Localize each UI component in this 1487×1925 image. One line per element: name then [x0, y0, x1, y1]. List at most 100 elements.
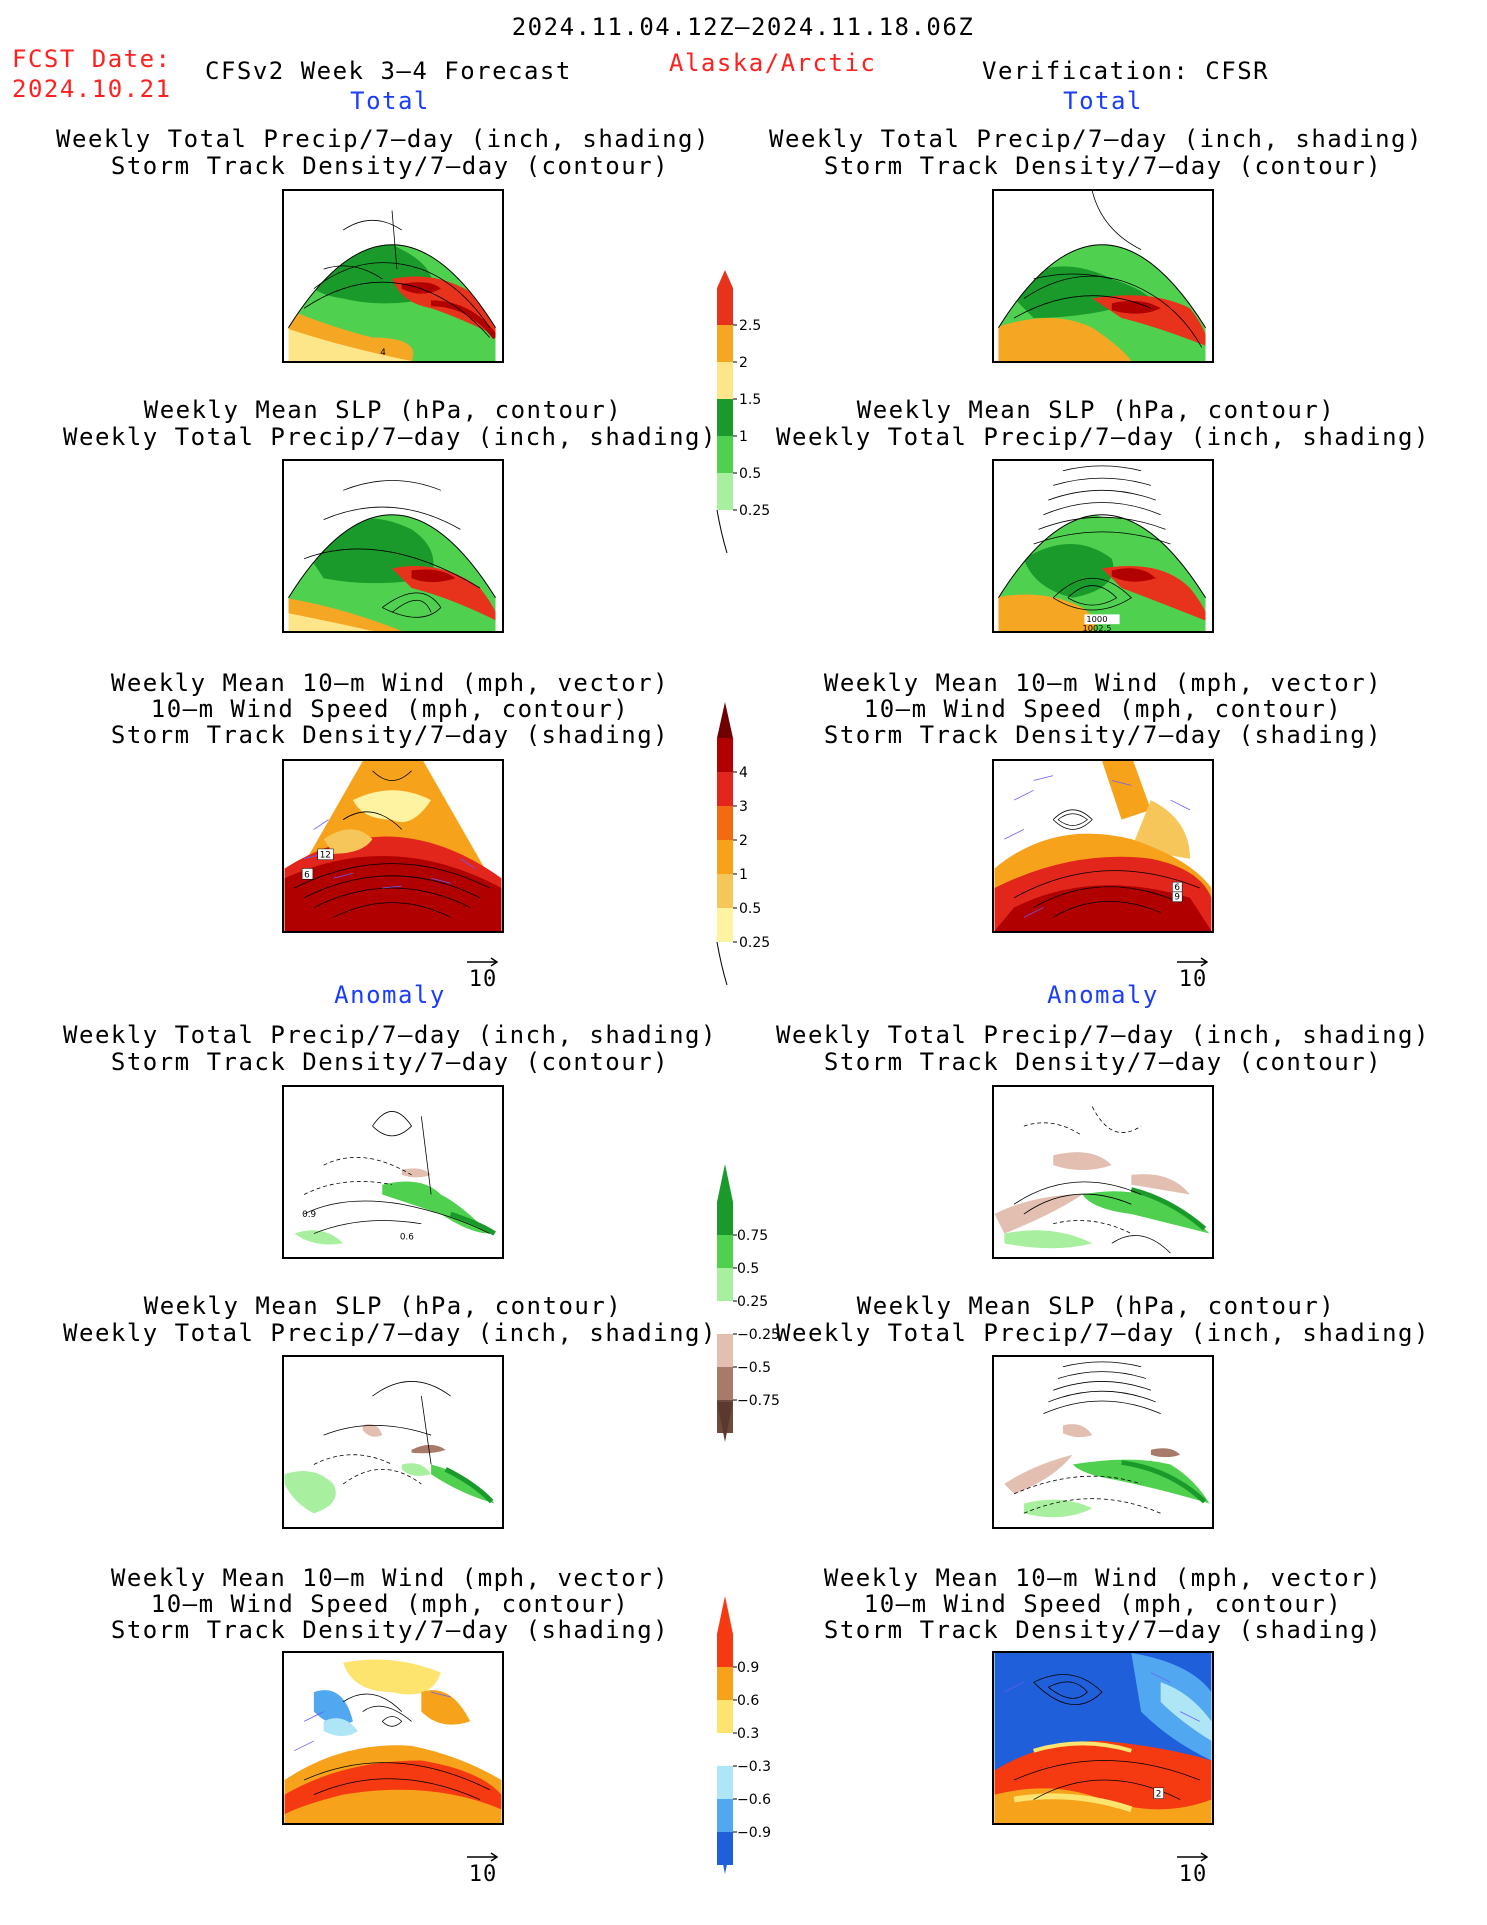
colorbar-cap-bottom	[717, 1834, 733, 1874]
colorbar-segment	[717, 1235, 733, 1268]
map-slp-anom-verification	[992, 1355, 1214, 1529]
contour-label: 1000	[1086, 614, 1107, 624]
colorbar-label: 4	[739, 765, 748, 781]
verification-title: Verification: CFSR	[982, 57, 1270, 85]
colorbar-label: 2	[739, 833, 748, 849]
contour-label: 2	[1156, 1790, 1162, 1800]
colorbar-label: 0.6	[737, 1693, 759, 1709]
colorbar-precip-total: 2.5 2 1.5 1 0.5 0.25	[715, 268, 825, 558]
colorbar-label: 2	[739, 355, 748, 371]
colorbar-segment	[717, 1700, 733, 1733]
colorbar-cap-top	[717, 1596, 733, 1634]
colorbar-label: −0.6	[737, 1792, 771, 1808]
map-wind-storm-forecast: 12 6	[282, 759, 504, 933]
panel-title-line: Weekly Mean 10–m Wind (mph, vector)	[823, 1564, 1383, 1592]
panel-title-line: Weekly Mean 10–m Wind (mph, vector)	[823, 669, 1383, 697]
colorbar-label: 3	[739, 799, 748, 815]
vector-scale-label: 10	[1178, 1862, 1208, 1887]
colorbar-label: 0.25	[739, 935, 770, 951]
date-range-title: 2024.11.04.12Z–2024.11.18.06Z	[511, 13, 975, 41]
colorbar-segment	[717, 1301, 733, 1334]
colorbar-cap-top	[717, 270, 733, 288]
colorbar-segment	[717, 325, 733, 362]
panel-title-line: Storm Track Density/7–day (contour)	[110, 152, 670, 180]
colorbar-segments	[717, 1202, 733, 1433]
panel-title-line: Weekly Mean SLP (hPa, contour)	[856, 396, 1336, 424]
colorbar-segment	[717, 1766, 733, 1799]
vector-scale-label: 10	[468, 967, 498, 992]
colorbar-label: 0.5	[739, 901, 761, 917]
panel-title-line: Weekly Mean 10–m Wind (mph, vector)	[110, 669, 670, 697]
colorbar-segment	[717, 1733, 733, 1766]
map-wind-storm-verification: 6 9	[992, 759, 1214, 933]
map-precip-anom-forecast: 0.9 0.6	[282, 1085, 504, 1259]
colorbar-segment	[717, 1367, 733, 1400]
panel-title-line: Weekly Mean SLP (hPa, contour)	[143, 1292, 623, 1320]
colorbar-segments	[717, 738, 733, 942]
colorbar-segments	[717, 1634, 733, 1865]
contour-label: 6	[1174, 883, 1180, 893]
colorbar-segment	[717, 908, 733, 942]
section-anomaly-left: Anomaly	[334, 981, 446, 1009]
panel-title-line: Storm Track Density/7–day (contour)	[110, 1048, 670, 1076]
colorbar-segment	[717, 399, 733, 436]
vector-scale-arrow: 10	[1173, 955, 1213, 995]
colorbar-segment	[717, 362, 733, 399]
contour-label: 0.6	[400, 1232, 414, 1242]
panel-title-line: Storm Track Density/7–day (shading)	[110, 1616, 670, 1644]
panel-title-line: Weekly Total Precip/7–day (inch, shading…	[776, 1021, 1430, 1049]
colorbar-cap-top	[717, 702, 733, 738]
colorbar-segment	[717, 738, 733, 772]
colorbar-segment	[717, 1334, 733, 1367]
colorbar-label: 0.9	[737, 1660, 759, 1676]
map-precip-storm-forecast: 4	[282, 189, 504, 363]
contour-label: 0.9	[302, 1210, 316, 1220]
panel-title-line: 10–m Wind Speed (mph, contour)	[863, 1590, 1343, 1618]
colorbar-storm-total: 4 3 2 1 0.5 0.25	[715, 700, 825, 990]
colorbar-label: −0.3	[737, 1759, 771, 1775]
colorbar-segment	[717, 772, 733, 806]
panel-title-line: Weekly Total Precip/7–day (inch, shading…	[63, 1319, 717, 1347]
panel-title-line: 10–m Wind Speed (mph, contour)	[150, 1590, 630, 1618]
colorbar-segment	[717, 1799, 733, 1832]
colorbar-precip-anom: 0.75 0.5 0.25 −0.25 −0.5 −0.75	[715, 1162, 825, 1452]
fcst-date-label: FCST Date:	[12, 45, 172, 73]
vector-scale-arrow: 10	[1173, 1850, 1213, 1890]
contour-label: 9	[1174, 893, 1180, 903]
colorbar-segment	[717, 436, 733, 473]
panel-title-line: 10–m Wind Speed (mph, contour)	[150, 695, 630, 723]
model-title: CFSv2 Week 3–4 Forecast	[205, 57, 572, 85]
panel-title-line: Storm Track Density/7–day (contour)	[823, 152, 1383, 180]
panel-title-line: Weekly Total Precip/7–day (inch, shading…	[63, 423, 717, 451]
colorbar-segment	[717, 1202, 733, 1235]
map-precip-storm-verification	[992, 189, 1214, 363]
panel-title-line: Storm Track Density/7–day (contour)	[823, 1048, 1383, 1076]
colorbar-segment	[717, 473, 733, 510]
section-total-right: Total	[1063, 87, 1143, 115]
colorbar-segment	[717, 1268, 733, 1301]
map-slp-precip-verification: 1000 1002.5	[992, 459, 1214, 633]
colorbar-label: 0.5	[737, 1261, 759, 1277]
colorbar-cap-top	[717, 1164, 733, 1202]
section-total-left: Total	[350, 87, 430, 115]
panel-title-line: Storm Track Density/7–day (shading)	[823, 1616, 1383, 1644]
colorbar-label: 0.75	[737, 1228, 768, 1244]
colorbar-segment	[717, 840, 733, 874]
contour-label: 12	[320, 851, 331, 861]
panel-title-line: Weekly Total Precip/7–day (inch, shading…	[63, 1021, 717, 1049]
colorbar-label: 0.3	[737, 1726, 759, 1742]
map-precip-anom-verification	[992, 1085, 1214, 1259]
panel-title-line: Weekly Mean 10–m Wind (mph, vector)	[110, 1564, 670, 1592]
colorbar-label: −0.25	[737, 1327, 780, 1343]
panel-title-line: Weekly Total Precip/7–day (inch, shading…	[56, 125, 710, 153]
colorbar-segment	[717, 806, 733, 840]
panel-title-line: Weekly Total Precip/7–day (inch, shading…	[776, 423, 1430, 451]
section-anomaly-right: Anomaly	[1047, 981, 1159, 1009]
colorbar-segment	[717, 1634, 733, 1667]
colorbar-cap-bottom	[717, 1402, 733, 1442]
colorbar-segment	[717, 874, 733, 908]
colorbar-label: −0.9	[737, 1825, 771, 1841]
colorbar-label: 1	[739, 867, 748, 883]
colorbar-label: 0.25	[737, 1294, 768, 1310]
panel-title-line: Weekly Mean SLP (hPa, contour)	[856, 1292, 1336, 1320]
